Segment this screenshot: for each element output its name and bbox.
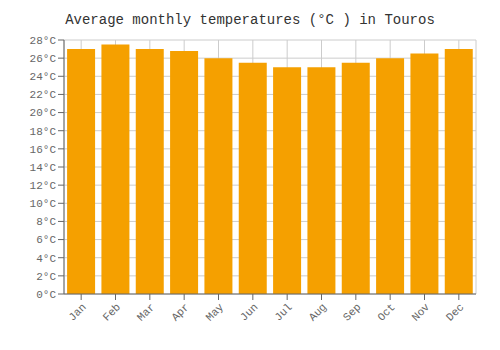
svg-text:Sep: Sep	[341, 301, 363, 323]
svg-text:Oct: Oct	[375, 301, 397, 323]
svg-text:0°C: 0°C	[36, 289, 56, 301]
svg-text:Apr: Apr	[169, 301, 191, 323]
svg-text:28°C: 28°C	[30, 35, 57, 47]
svg-text:16°C: 16°C	[30, 144, 57, 156]
svg-text:Aug: Aug	[307, 301, 329, 323]
svg-text:Jan: Jan	[66, 301, 88, 323]
svg-text:Nov: Nov	[410, 301, 433, 324]
svg-text:Mar: Mar	[135, 301, 157, 323]
html-text:Average monthly temperatures (: Average monthly temperatures (°C ) in To…	[65, 12, 435, 28]
svg-text:May: May	[204, 301, 227, 324]
svg-text:14°C: 14°C	[30, 162, 57, 174]
svg-text:4°C: 4°C	[36, 253, 56, 265]
svg-text:18°C: 18°C	[30, 126, 57, 138]
svg-text:8°C: 8°C	[36, 216, 56, 228]
svg-text:10°C: 10°C	[30, 198, 57, 210]
svg-text:24°C: 24°C	[30, 71, 57, 83]
svg-text:2°C: 2°C	[36, 271, 56, 283]
svg-text:Feb: Feb	[101, 301, 123, 323]
svg-text:20°C: 20°C	[30, 107, 57, 119]
svg-text:26°C: 26°C	[30, 53, 57, 65]
svg-text:Jun: Jun	[238, 301, 260, 323]
svg-text:12°C: 12°C	[30, 180, 57, 192]
svg-text:Dec: Dec	[444, 301, 466, 323]
svg-text:22°C: 22°C	[30, 89, 57, 101]
svg-text:Jul: Jul	[272, 301, 294, 323]
svg-text:6°C: 6°C	[36, 234, 56, 246]
